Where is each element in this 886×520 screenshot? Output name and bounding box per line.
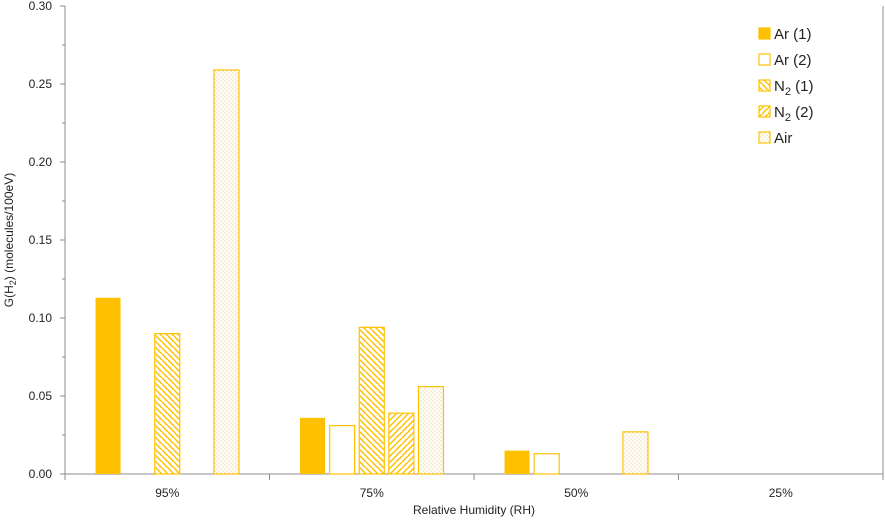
x-axis-title: Relative Humidity (RH) (413, 503, 535, 517)
legend-swatch (758, 53, 771, 66)
x-tick-label: 95% (155, 486, 179, 500)
x-ticks: 95% 75% 50% 25% (64, 474, 884, 500)
bar (388, 412, 415, 475)
bars (95, 69, 649, 475)
bar (417, 386, 445, 475)
y-axis-title: G(H2) (molecules/100eV) (2, 173, 18, 307)
legend-label: Ar (1) (774, 26, 812, 43)
legend-swatch (758, 105, 771, 118)
y-tick-label: 0.25 (29, 77, 53, 91)
x-tick-label: 50% (564, 486, 588, 500)
legend-label: Air (774, 130, 792, 147)
y-tick-label: 0.00 (29, 467, 53, 481)
bar (533, 453, 560, 475)
legend-label: Ar (2) (774, 52, 812, 69)
bar (300, 417, 326, 474)
legend-swatch (758, 27, 771, 40)
bar (622, 431, 649, 475)
bar (95, 297, 121, 474)
y-tick-label: 0.15 (29, 233, 53, 247)
legend-label: N2 (2) (774, 104, 813, 124)
y-tick-label: 0.10 (29, 311, 53, 325)
legend-swatch (758, 131, 771, 144)
legend-label: N2 (1) (774, 78, 813, 98)
y-tick-label: 0.20 (29, 155, 53, 169)
legend: Ar (1) Ar (2) N2 (1) N2 (2) Air (758, 26, 813, 147)
x-tick-label: 75% (360, 486, 384, 500)
bar (358, 326, 385, 475)
y-ticks: 0.00 0.05 0.10 0.15 0.20 0.25 0.30 (29, 0, 65, 481)
bar (154, 333, 181, 475)
legend-swatch (758, 79, 771, 92)
bar (504, 450, 530, 474)
bar (329, 425, 356, 475)
y-tick-label: 0.30 (29, 0, 53, 13)
x-tick-label: 25% (769, 486, 793, 500)
bar (213, 69, 240, 475)
y-tick-label: 0.05 (29, 389, 53, 403)
axes (64, 6, 884, 475)
